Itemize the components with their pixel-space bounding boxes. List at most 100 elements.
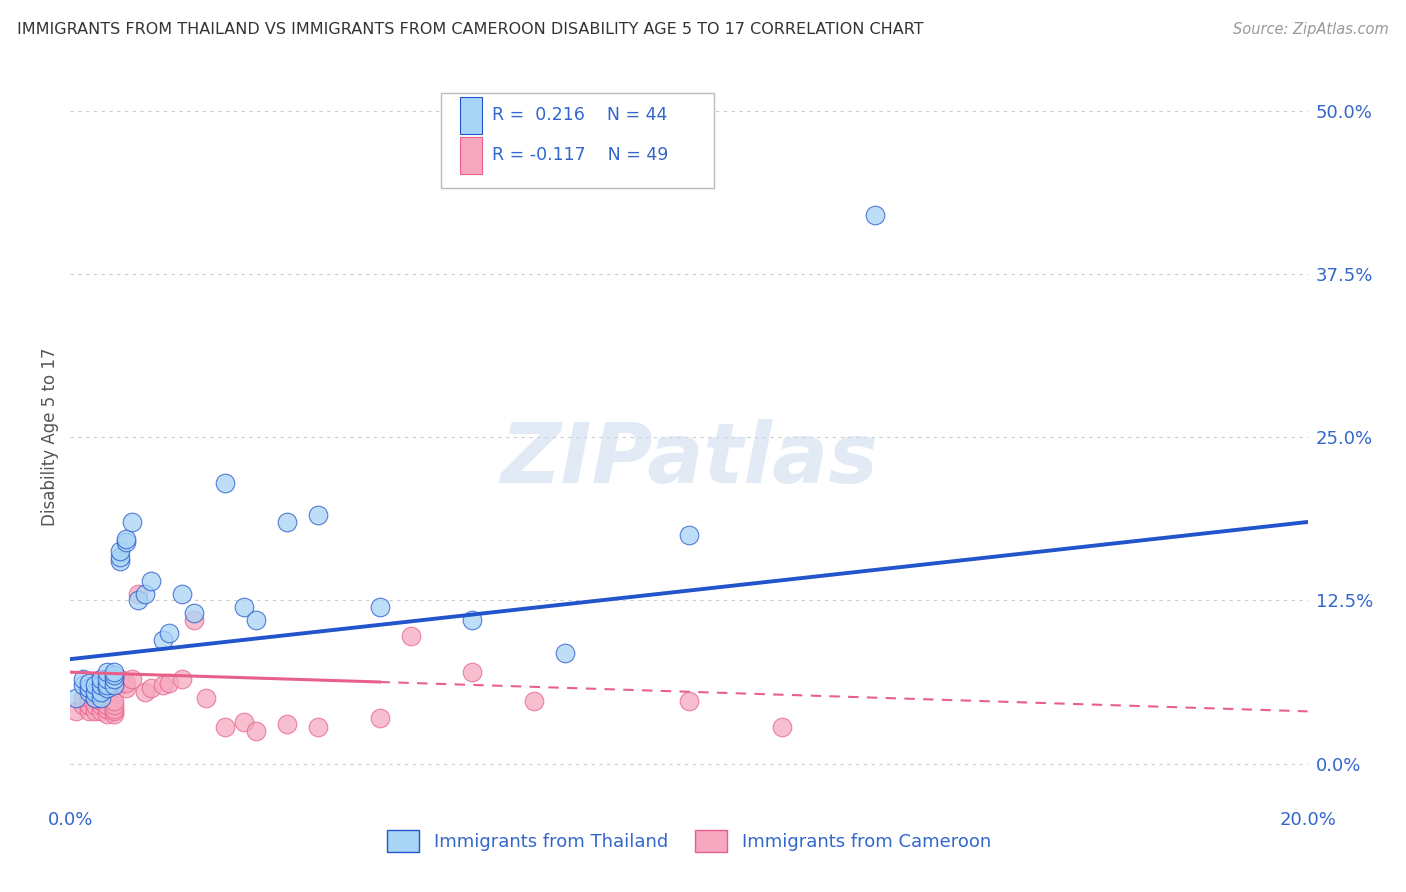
Point — [770, 720, 793, 734]
Point — [863, 208, 886, 222]
Point — [461, 665, 484, 680]
Text: R =  0.216    N = 44: R = 0.216 N = 44 — [492, 106, 668, 124]
Legend: Immigrants from Thailand, Immigrants from Cameroon: Immigrants from Thailand, Immigrants fro… — [380, 823, 998, 860]
Point — [90, 685, 112, 699]
Point — [245, 723, 267, 738]
Point — [678, 694, 700, 708]
Point — [108, 678, 131, 692]
Point — [127, 587, 149, 601]
Point — [523, 694, 546, 708]
Point — [134, 587, 156, 601]
Point — [96, 698, 118, 712]
Point — [183, 607, 205, 621]
Point — [72, 678, 94, 692]
Point — [554, 646, 576, 660]
Point — [103, 667, 125, 682]
Bar — [460, 97, 482, 134]
Point — [77, 698, 100, 712]
Point — [77, 691, 100, 706]
Point — [678, 528, 700, 542]
Point — [108, 672, 131, 686]
Point — [72, 698, 94, 712]
Point — [103, 706, 125, 721]
Point — [368, 599, 391, 614]
Point — [90, 694, 112, 708]
Point — [103, 665, 125, 680]
Point — [121, 515, 143, 529]
Y-axis label: Disability Age 5 to 17: Disability Age 5 to 17 — [41, 348, 59, 526]
Point — [65, 691, 87, 706]
Point — [307, 720, 329, 734]
Point — [103, 694, 125, 708]
Point — [157, 675, 180, 690]
Point — [108, 550, 131, 565]
Point — [90, 685, 112, 699]
Point — [84, 685, 107, 699]
Point — [96, 665, 118, 680]
Point — [77, 675, 100, 690]
Point — [90, 678, 112, 692]
Point — [77, 685, 100, 699]
Point — [90, 691, 112, 706]
Point — [84, 691, 107, 706]
Point — [276, 717, 298, 731]
Point — [152, 678, 174, 692]
Point — [115, 675, 138, 690]
Point — [96, 681, 118, 695]
Point — [152, 632, 174, 647]
Point — [115, 534, 138, 549]
Point — [84, 691, 107, 706]
Point — [77, 681, 100, 695]
Point — [84, 698, 107, 712]
FancyBboxPatch shape — [441, 94, 714, 188]
Point — [214, 475, 236, 490]
Point — [90, 698, 112, 712]
Point — [72, 672, 94, 686]
Point — [115, 532, 138, 546]
Point — [276, 515, 298, 529]
Point — [96, 691, 118, 706]
Point — [157, 626, 180, 640]
Point — [399, 629, 422, 643]
Point — [103, 678, 125, 692]
Point — [96, 678, 118, 692]
Text: IMMIGRANTS FROM THAILAND VS IMMIGRANTS FROM CAMEROON DISABILITY AGE 5 TO 17 CORR: IMMIGRANTS FROM THAILAND VS IMMIGRANTS F… — [17, 22, 924, 37]
Point — [108, 675, 131, 690]
Point — [103, 702, 125, 716]
Point — [368, 711, 391, 725]
Point — [134, 685, 156, 699]
Point — [232, 599, 254, 614]
Point — [77, 685, 100, 699]
Text: ZIPatlas: ZIPatlas — [501, 418, 877, 500]
Point — [139, 574, 162, 588]
Point — [90, 705, 112, 719]
Point — [245, 613, 267, 627]
Point — [96, 672, 118, 686]
Point — [232, 714, 254, 729]
Point — [103, 705, 125, 719]
Point — [108, 543, 131, 558]
Text: R = -0.117    N = 49: R = -0.117 N = 49 — [492, 146, 669, 164]
Point — [170, 587, 193, 601]
Point — [77, 705, 100, 719]
Point — [103, 672, 125, 686]
Point — [90, 689, 112, 703]
Text: Source: ZipAtlas.com: Source: ZipAtlas.com — [1233, 22, 1389, 37]
Point — [461, 613, 484, 627]
Point — [115, 681, 138, 695]
Point — [96, 706, 118, 721]
Point — [65, 705, 87, 719]
Point — [183, 613, 205, 627]
Point — [307, 508, 329, 523]
Point — [127, 593, 149, 607]
Point — [121, 672, 143, 686]
Point — [103, 698, 125, 712]
Point — [84, 705, 107, 719]
Point — [195, 691, 218, 706]
Bar — [460, 137, 482, 174]
Point — [108, 554, 131, 568]
Point — [214, 720, 236, 734]
Point — [90, 672, 112, 686]
Point — [139, 681, 162, 695]
Point — [96, 702, 118, 716]
